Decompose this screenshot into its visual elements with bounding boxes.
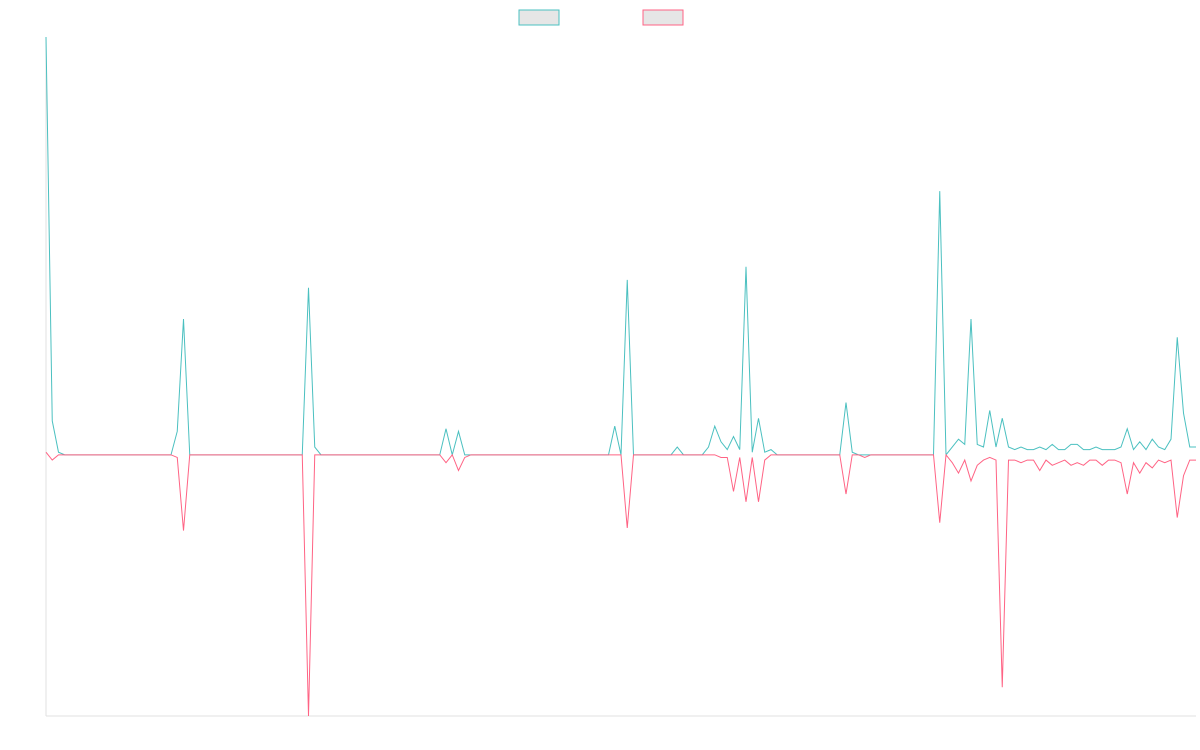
data-line [45,36,1196,457]
legend-box[interactable] [518,9,560,26]
legend-box[interactable] [642,9,684,26]
data-line [45,451,1196,717]
